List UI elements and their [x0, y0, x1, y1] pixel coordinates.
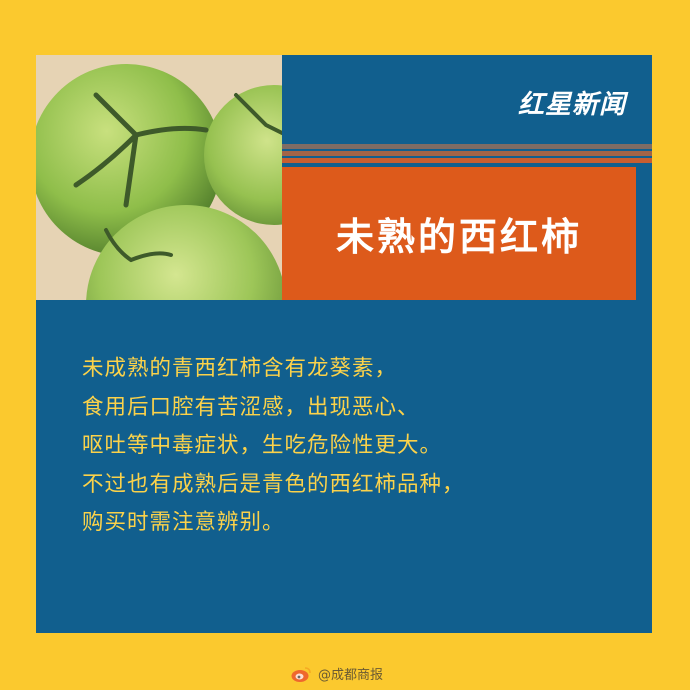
title-banner: 未熟的西红柿: [282, 167, 636, 300]
watermark: @成都商报: [290, 664, 383, 683]
decorative-stripes: [282, 144, 652, 163]
stripe: [282, 151, 652, 156]
stripe: [282, 158, 652, 163]
body-text: 未成熟的青西红柿含有龙葵素， 食用后口腔有苦涩感，出现恶心、 呕吐等中毒症状，生…: [82, 350, 642, 543]
stripe: [282, 144, 652, 149]
body-line: 不过也有成熟后是青色的西红柿品种，: [82, 471, 465, 497]
body-line: 食用后口腔有苦涩感，出现恶心、: [82, 394, 420, 420]
body-line: 未成熟的青西红柿含有龙葵素，: [82, 356, 398, 381]
weibo-icon: [291, 666, 311, 682]
body-line: 购买时需注意辨别。: [82, 510, 285, 535]
body-line: 呕吐等中毒症状，生吃危险性更大。: [82, 433, 443, 458]
watermark-text: @成都商报: [318, 668, 384, 683]
page-title: 未熟的西红柿: [335, 215, 582, 259]
hongxing-news-logo: 红星新闻: [517, 90, 626, 120]
green-tomato-photo: [36, 55, 282, 300]
